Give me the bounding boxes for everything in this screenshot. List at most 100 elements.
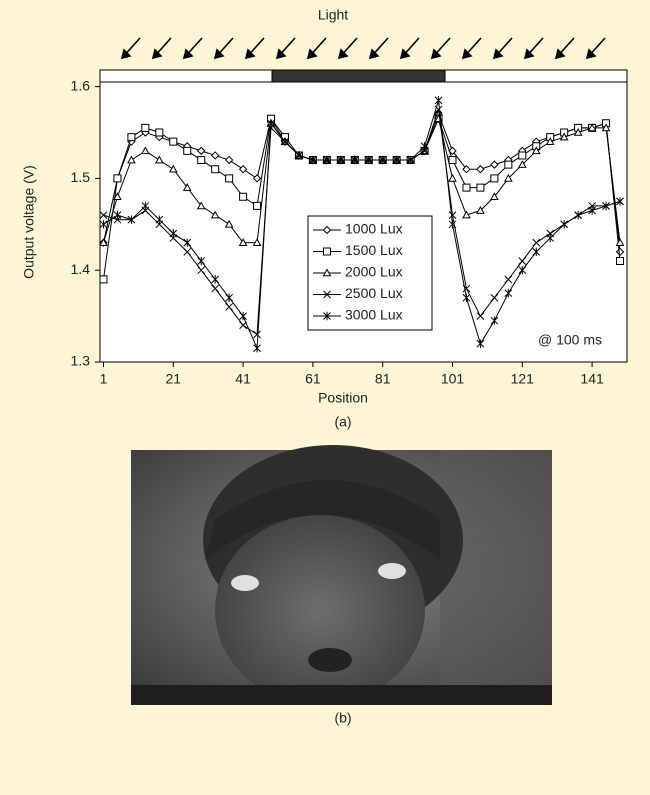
- data-point: [574, 210, 582, 220]
- data-point: [252, 238, 262, 246]
- data-point: [504, 160, 513, 169]
- data-point: [587, 123, 597, 132]
- arrow-head: [306, 48, 318, 60]
- data-point: [448, 156, 457, 165]
- data-point: [196, 201, 206, 210]
- arrow-head: [213, 48, 225, 60]
- data-point: [462, 165, 471, 174]
- data-point: [462, 183, 471, 192]
- data-point: [490, 160, 499, 169]
- data-point: [573, 127, 583, 136]
- face-image: [131, 445, 552, 705]
- data-point: [602, 201, 610, 211]
- light-arrows: [120, 37, 606, 60]
- data-point: [462, 293, 471, 302]
- data-point: [183, 247, 192, 256]
- data-point: [253, 344, 261, 353]
- data-point: [392, 155, 401, 165]
- data-point: [141, 201, 150, 211]
- data-point: [155, 128, 164, 137]
- legend-label: 2500 Lux: [345, 285, 403, 301]
- data-point: [531, 146, 541, 155]
- data-point: [168, 164, 178, 173]
- arrow-head: [337, 48, 349, 60]
- legend-label: 1500 Lux: [345, 242, 403, 258]
- data-point: [197, 146, 206, 156]
- legend-label: 3000 Lux: [345, 307, 403, 323]
- data-point: [615, 238, 625, 246]
- data-point: [211, 165, 220, 174]
- data-point: [210, 151, 220, 160]
- y-tick-label: 1.5: [71, 169, 91, 185]
- x-tick-label: 1: [100, 371, 108, 387]
- data-point: [448, 146, 457, 156]
- data-point: [490, 192, 499, 201]
- data-point: [225, 174, 234, 183]
- data-point: [211, 275, 220, 284]
- data-point: [239, 311, 247, 321]
- data-point: [252, 174, 262, 183]
- data-point: [532, 238, 541, 247]
- data-point: [434, 96, 443, 105]
- data-point: [532, 247, 541, 257]
- arrow-head: [461, 48, 473, 60]
- data-point: [462, 210, 471, 219]
- x-tick-label: 141: [580, 371, 604, 387]
- arrow-head: [430, 48, 442, 60]
- y-axis-label: Output voltage (V): [21, 165, 37, 279]
- data-point: [517, 160, 527, 168]
- x-axis-label: Position: [318, 390, 368, 406]
- legend-label: 1000 Lux: [345, 221, 403, 237]
- data-point: [559, 132, 569, 141]
- data-point: [99, 238, 108, 246]
- data-point: [141, 123, 150, 132]
- image-caption: (b): [334, 710, 351, 726]
- x-tick-label: 81: [375, 371, 391, 387]
- x-tick-label: 61: [305, 371, 321, 387]
- data-point: [253, 330, 261, 339]
- data-point: [127, 215, 136, 224]
- data-point: [113, 174, 122, 183]
- arrow-head: [244, 48, 256, 60]
- data-point: [518, 151, 527, 160]
- data-point: [601, 123, 611, 132]
- legend-marker: [322, 225, 332, 235]
- data-point: [323, 155, 331, 165]
- data-point: [197, 156, 206, 165]
- legend-marker: [323, 311, 331, 321]
- data-point: [141, 146, 150, 155]
- data-point: [476, 183, 485, 192]
- data-point: [267, 119, 275, 128]
- arrow-head: [523, 48, 535, 60]
- arrow-head: [399, 48, 411, 60]
- data-point: [239, 192, 248, 201]
- data-point: [224, 219, 234, 228]
- data-point: [476, 165, 485, 174]
- arrow-head: [585, 48, 597, 60]
- data-point: [182, 183, 192, 191]
- data-point: [518, 257, 527, 265]
- sensor-bar-dark: [271, 69, 446, 83]
- data-point: [155, 215, 164, 224]
- data-point: [448, 211, 457, 219]
- data-point: [476, 339, 485, 348]
- data-point: [253, 201, 262, 210]
- y-tick-label: 1.3: [71, 353, 91, 369]
- data-point: [503, 173, 513, 182]
- arrow-head: [182, 48, 194, 60]
- data-point: [183, 238, 192, 247]
- data-point: [224, 155, 234, 165]
- data-point: [281, 137, 289, 146]
- data-point: [350, 155, 359, 165]
- data-point: [448, 173, 457, 182]
- data-point: [113, 210, 122, 220]
- legend-marker: [323, 247, 331, 256]
- legend-entries: 1000 Lux 1500 Lux 2000 Lux 2500 Lux 3000 Lux: [313, 221, 403, 323]
- arrow-head: [492, 48, 504, 60]
- y-tick-label: 1.4: [71, 261, 91, 277]
- arrow-head: [151, 48, 163, 60]
- data-point: [615, 247, 625, 257]
- data-point: [588, 206, 596, 215]
- chart-title: Light: [318, 7, 348, 23]
